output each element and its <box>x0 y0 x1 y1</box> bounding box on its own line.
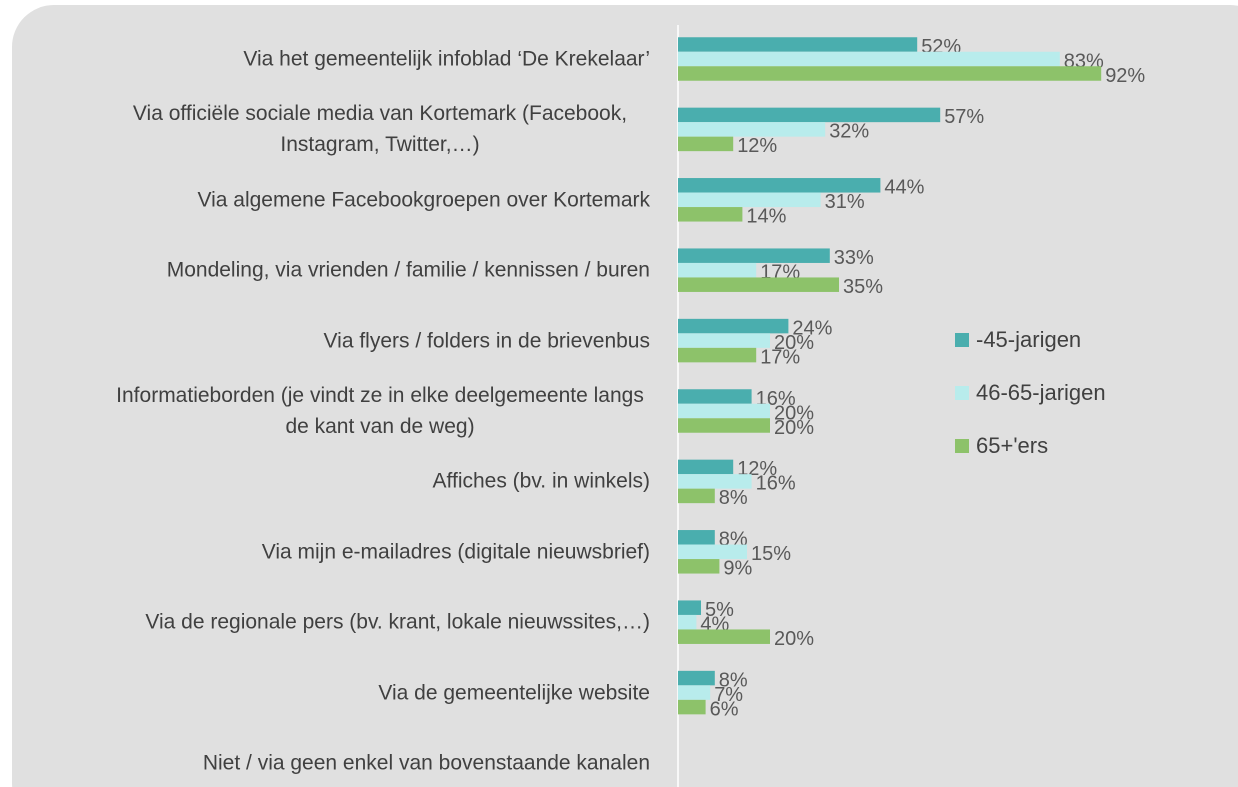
category-label: Via de regionale pers (bv. krant, lokale… <box>110 607 650 638</box>
value-label: 20% <box>774 417 814 439</box>
legend-swatch <box>955 333 969 347</box>
bar <box>678 262 757 278</box>
category-label: Informatieborden (je vindt ze in elke de… <box>110 380 650 442</box>
category-label: Niet / via geen enkel van bovenstaande k… <box>110 748 650 779</box>
value-label: 7% <box>714 684 743 706</box>
bar <box>678 318 789 334</box>
value-label: 44% <box>884 177 924 199</box>
value-label: 31% <box>825 191 865 213</box>
bar <box>678 488 715 504</box>
bar <box>678 614 697 630</box>
category-label: Via mijn e-mailadres (digitale nieuwsbri… <box>110 536 650 567</box>
legend-label: 65+'ers <box>976 433 1048 458</box>
bar <box>678 600 701 615</box>
category-label: Mondeling, via vrienden / familie / kenn… <box>110 255 650 286</box>
value-label: 20% <box>774 332 814 354</box>
value-label: 35% <box>843 276 883 298</box>
bar <box>678 699 706 715</box>
category-label: Affiches (bv. in winkels) <box>110 466 650 497</box>
legend-swatch <box>955 439 969 453</box>
bar <box>678 277 839 292</box>
value-label: 14% <box>746 206 786 228</box>
bar <box>678 107 941 123</box>
bar <box>678 530 715 545</box>
bar <box>678 122 826 137</box>
bar <box>678 685 711 700</box>
bar <box>678 333 770 348</box>
value-label: 12% <box>737 135 777 157</box>
panel <box>12 5 1238 787</box>
category-text: Via algemene Facebookgroepen over Kortem… <box>197 188 650 212</box>
bar <box>678 66 1102 81</box>
value-label: 20% <box>774 628 814 650</box>
value-label: 24% <box>792 317 832 339</box>
bar <box>678 544 747 560</box>
value-label: 8% <box>719 669 748 691</box>
bar <box>678 474 752 489</box>
category-label: Via het gemeentelijk infoblad ‘De Krekel… <box>110 44 650 75</box>
category-text: Informatieborden (je vindt ze in elke de… <box>116 384 644 438</box>
value-label: 16% <box>756 473 796 495</box>
value-label: 57% <box>944 106 984 128</box>
legend-label: -45-jarigen <box>976 327 1081 352</box>
value-label: 5% <box>705 599 734 621</box>
bar <box>678 51 1060 67</box>
bar <box>678 459 734 475</box>
category-text: Niet / via geen enkel van bovenstaande k… <box>202 751 650 775</box>
value-label: 15% <box>751 543 791 565</box>
category-text: Affiches (bv. in winkels) <box>432 469 650 493</box>
value-label: 20% <box>774 402 814 424</box>
legend-swatch <box>955 386 969 400</box>
bar <box>678 629 770 644</box>
bar <box>678 192 821 208</box>
bar <box>678 207 743 222</box>
bar <box>678 418 770 433</box>
value-label: 92% <box>1105 65 1145 87</box>
bar <box>678 37 918 52</box>
bar <box>678 136 734 152</box>
category-text: Via de gemeentelijke website <box>378 681 650 705</box>
bar <box>678 347 757 363</box>
category-text: Via de regionale pers (bv. krant, lokale… <box>145 610 650 634</box>
value-label: 9% <box>723 558 752 580</box>
category-label: Via flyers / folders in de brievenbus <box>110 325 650 356</box>
legend-label: 46-65-jarigen <box>976 380 1106 405</box>
bar <box>678 178 881 193</box>
bar <box>678 389 752 404</box>
value-label: 6% <box>710 698 739 720</box>
category-text: Via officiële sociale media van Kortemar… <box>132 102 628 157</box>
category-text: Via het gemeentelijk infoblad ‘De Krekel… <box>243 47 650 71</box>
value-label: 17% <box>760 346 800 368</box>
category-label: Via officiële sociale media van Kortemar… <box>110 98 650 160</box>
category-text: Mondeling, via vrienden / familie / kenn… <box>166 258 650 282</box>
value-label: 33% <box>834 247 874 269</box>
value-label: 8% <box>719 487 748 509</box>
category-label: Via algemene Facebookgroepen over Kortem… <box>110 184 650 215</box>
bar <box>678 670 715 686</box>
bar <box>678 248 830 263</box>
value-label: 32% <box>829 121 869 143</box>
bar <box>678 403 770 419</box>
category-label: Via de gemeentelijke website <box>110 677 650 708</box>
bar <box>678 559 720 574</box>
category-text: Via flyers / folders in de brievenbus <box>323 329 650 353</box>
category-text: Via mijn e-mailadres (digitale nieuwsbri… <box>261 540 650 564</box>
